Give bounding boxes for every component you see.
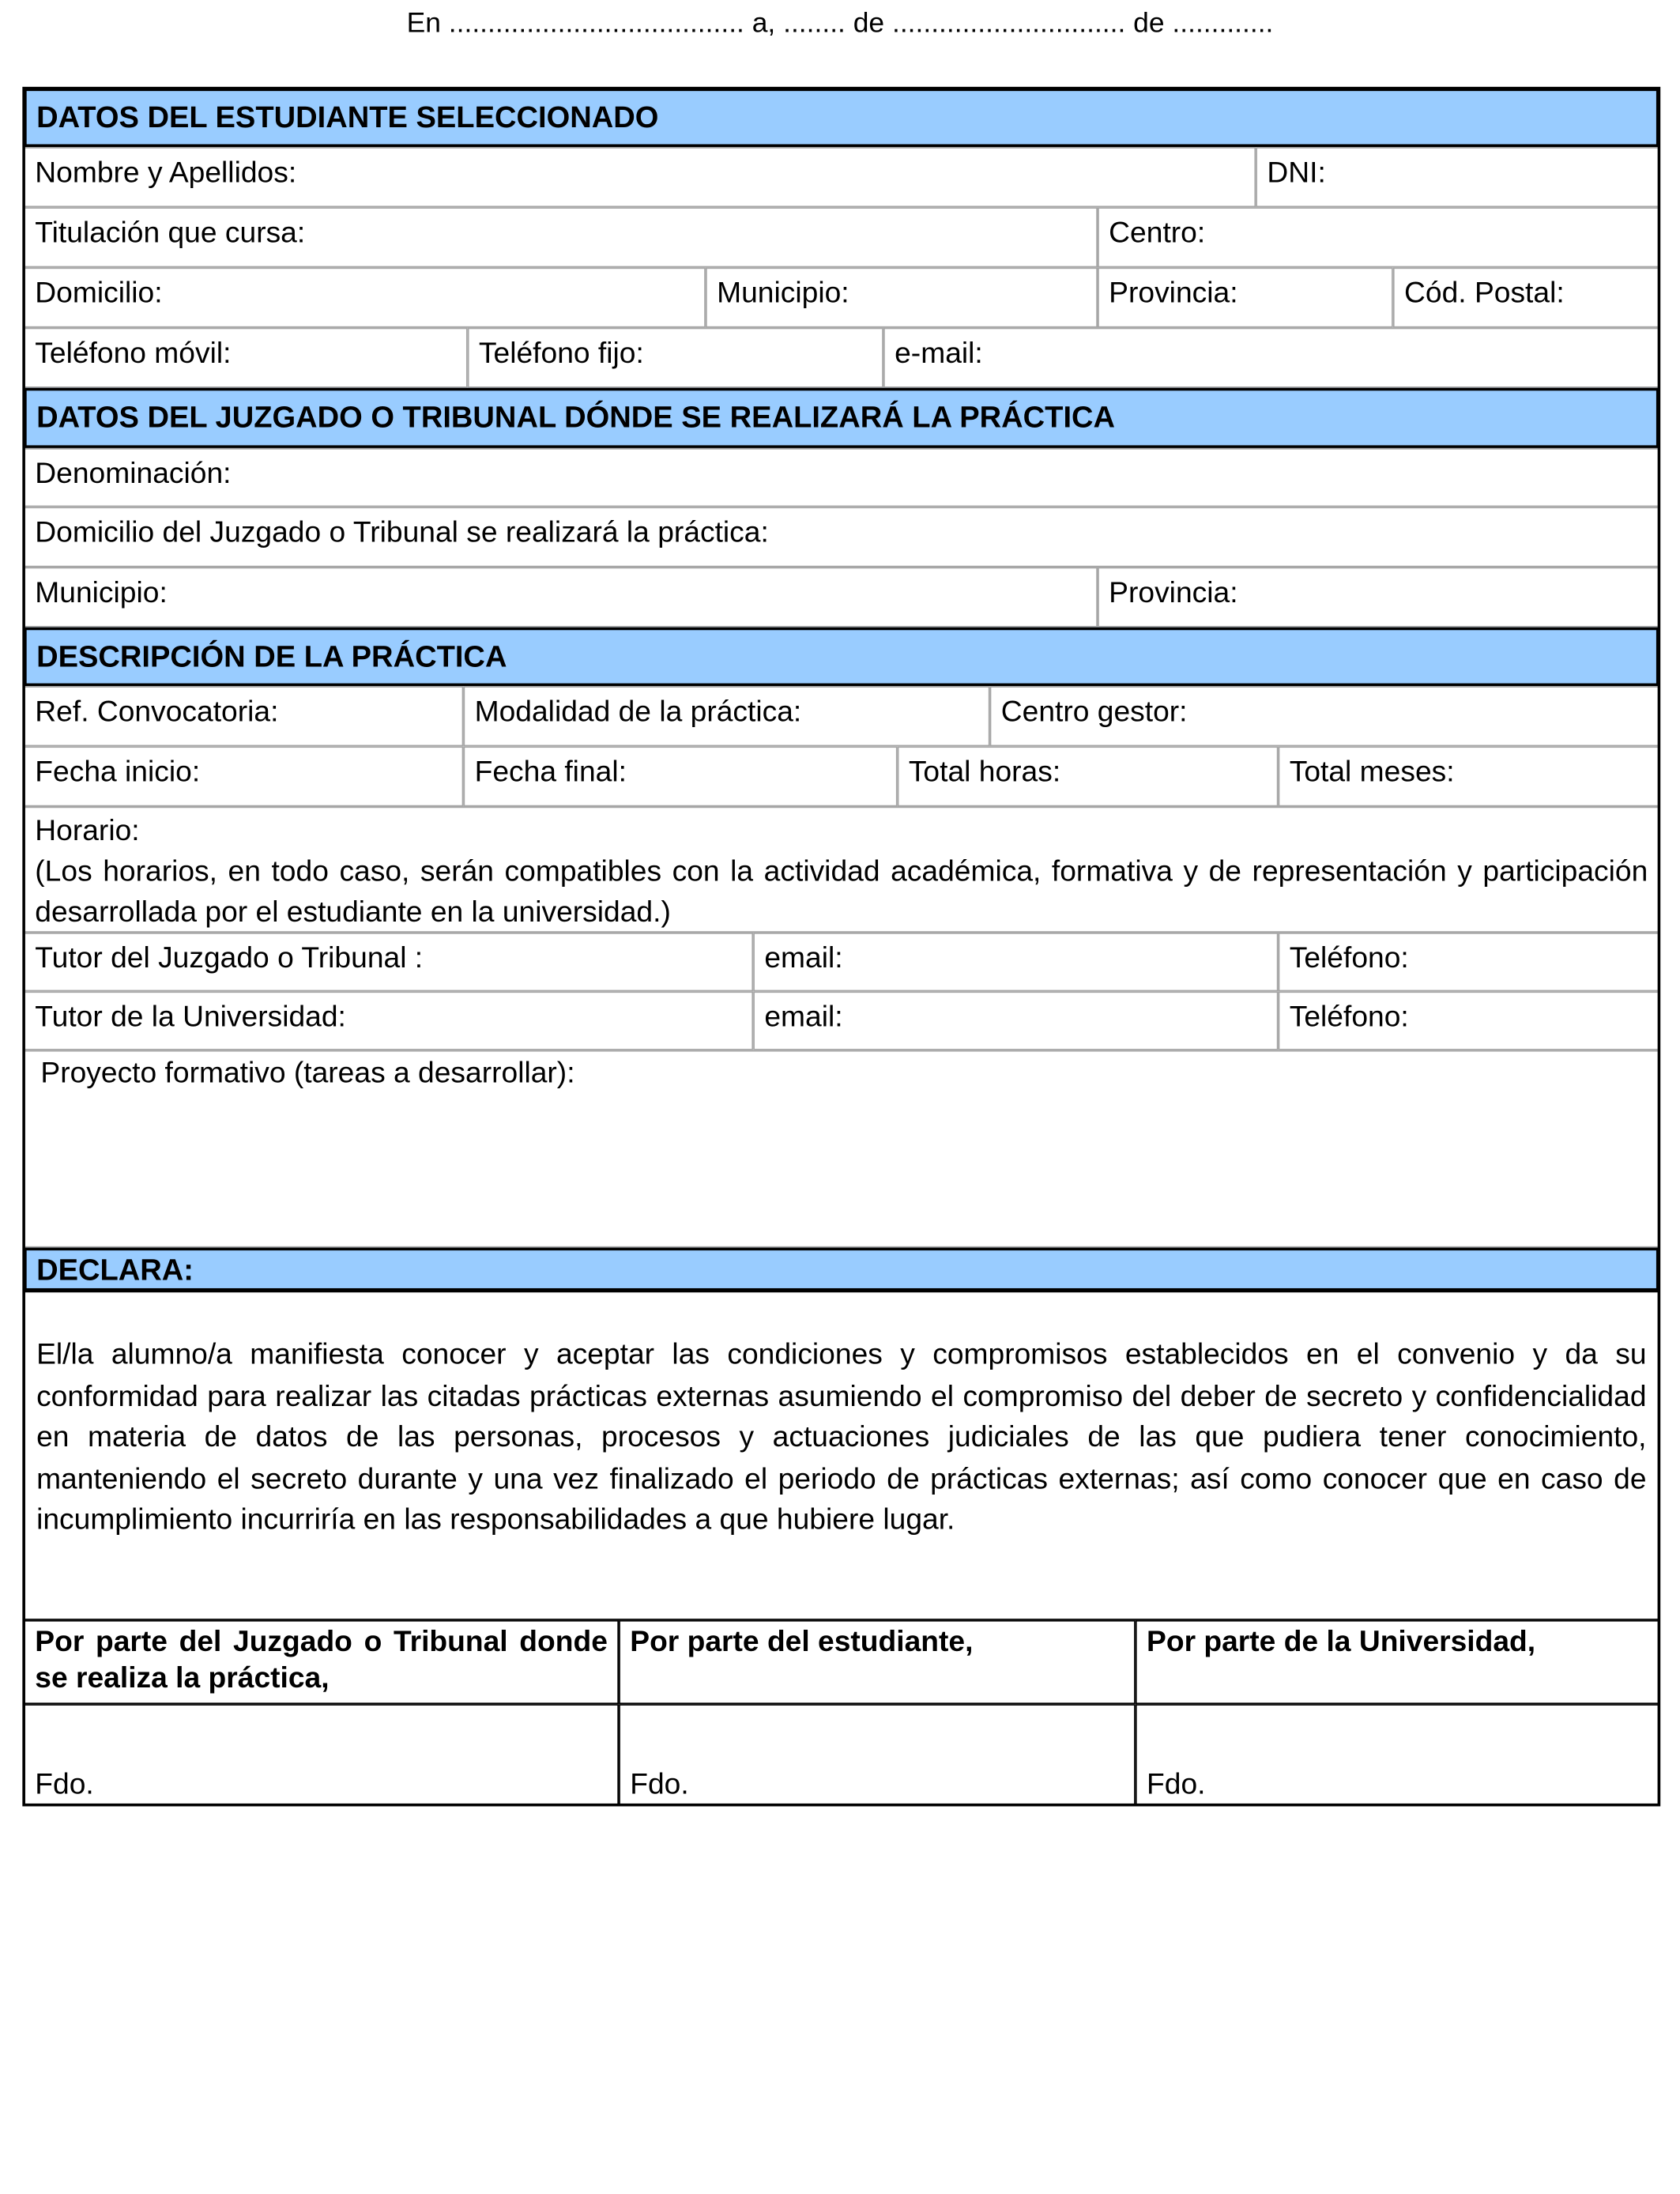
field-cod-postal[interactable]: Cód. Postal: — [1392, 267, 1659, 328]
field-total-meses[interactable]: Total meses: — [1278, 746, 1659, 807]
field-fecha-inicio[interactable]: Fecha inicio: — [24, 746, 464, 807]
field-tutor-universidad-email[interactable]: email: — [753, 991, 1279, 1050]
section-header-declara: DECLARA: — [24, 1247, 1659, 1291]
field-domicilio[interactable]: Domicilio: — [24, 267, 706, 328]
field-centro-gestor[interactable]: Centro gestor: — [989, 686, 1659, 747]
field-ref-convocatoria[interactable]: Ref. Convocatoria: — [24, 686, 464, 747]
field-domicilio-juzgado[interactable]: Domicilio del Juzgado o Tribunal se real… — [24, 507, 1659, 567]
place-date-line: En .....................................… — [406, 8, 1274, 40]
declaration-text: El/la alumno/a manifiesta conocer y acep… — [24, 1291, 1659, 1620]
field-total-horas[interactable]: Total horas: — [897, 746, 1279, 807]
field-provincia-juzgado[interactable]: Provincia: — [1098, 567, 1659, 628]
signature-heading-juzgado: Por parte del Juzgado o Tribunal donde s… — [24, 1619, 620, 1705]
signature-heading-universidad: Por parte de la Universidad, — [1135, 1619, 1659, 1705]
field-telefono-fijo[interactable]: Teléfono fijo: — [467, 327, 883, 388]
field-fecha-final[interactable]: Fecha final: — [463, 746, 898, 807]
horario-note: (Los horarios, en todo caso, serán compa… — [35, 855, 1648, 929]
field-proyecto-formativo[interactable]: Proyecto formativo (tareas a desarrollar… — [24, 1050, 1659, 1248]
field-horario[interactable]: Horario: (Los horarios, en todo caso, ser… — [24, 806, 1659, 933]
field-tutor-universidad[interactable]: Tutor de la Universidad: — [24, 991, 754, 1050]
signature-box-juzgado[interactable]: Fdo. — [24, 1704, 620, 1805]
field-tutor-universidad-telefono[interactable]: Teléfono: — [1278, 991, 1659, 1050]
field-dni[interactable]: DNI: — [1256, 147, 1659, 208]
section-header-practice: DESCRIPCIÓN DE LA PRÁCTICA — [24, 627, 1659, 687]
field-telefono-movil[interactable]: Teléfono móvil: — [24, 327, 468, 388]
field-municipio[interactable]: Municipio: — [705, 267, 1098, 328]
field-tutor-juzgado-telefono[interactable]: Teléfono: — [1278, 932, 1659, 992]
field-municipio-juzgado[interactable]: Municipio: — [24, 567, 1098, 628]
field-centro[interactable]: Centro: — [1098, 207, 1659, 268]
field-email[interactable]: e-mail: — [883, 327, 1659, 388]
field-tutor-juzgado[interactable]: Tutor del Juzgado o Tribunal : — [24, 932, 754, 992]
signature-box-universidad[interactable]: Fdo. — [1135, 1704, 1659, 1805]
signature-heading-estudiante: Por parte del estudiante, — [619, 1619, 1136, 1705]
section-header-student: DATOS DEL ESTUDIANTE SELECCIONADO — [24, 88, 1659, 148]
field-titulacion[interactable]: Titulación que cursa: — [24, 207, 1098, 268]
field-modalidad[interactable]: Modalidad de la práctica: — [463, 686, 990, 747]
field-tutor-juzgado-email[interactable]: email: — [753, 932, 1279, 992]
section-header-court: DATOS DEL JUZGADO O TRIBUNAL DÓNDE SE RE… — [24, 387, 1659, 448]
signature-box-estudiante[interactable]: Fdo. — [619, 1704, 1136, 1805]
field-provincia[interactable]: Provincia: — [1098, 267, 1393, 328]
horario-label: Horario: — [35, 815, 140, 847]
field-nombre-apellidos[interactable]: Nombre y Apellidos: — [24, 147, 1256, 208]
field-denominacion[interactable]: Denominación: — [24, 447, 1659, 507]
